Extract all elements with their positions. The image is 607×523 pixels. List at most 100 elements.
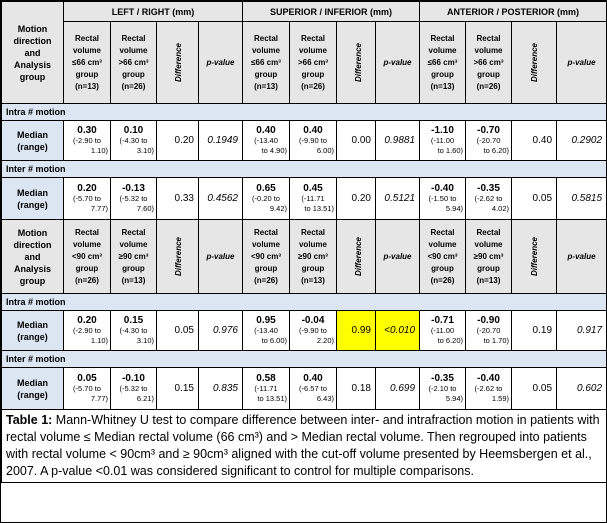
difference-header: Difference [336,21,376,104]
subheader-text: volume [428,45,457,55]
subheader-text: (n=13) [476,275,501,285]
subheader-text: volume [72,45,101,55]
value-cell: -0.13 (-5.32 to 7.60) [110,177,157,220]
range-value: 7.77) [90,393,108,403]
subheader-le66: Rectal volume ≤66 cm³ group (n=13) [419,21,467,104]
difference-value: 0.33 [156,177,199,220]
difference-text: Difference [173,43,183,82]
value-cell: -0.40 (-2.62 to 1.59) [465,367,513,410]
difference-value: 0.00 [336,120,376,161]
subheader-text: (n=26) [430,275,455,285]
value-cell: -0.90 (-20.70 to 1.70) [465,310,513,351]
range-value: 6.21) [136,393,154,403]
difference-header: Difference [156,219,199,294]
range-value: 7.60) [136,203,154,213]
range-value: to 6.20) [483,145,510,155]
difference-value: 0.20 [336,177,376,220]
superior-inferior-header: SUPERIOR / INFERIOR (mm) [241,1,421,22]
difference-value: 0.05 [511,177,558,220]
range-value: (-11.71 [301,193,325,203]
subheader-text: (n=13) [430,81,455,91]
subheader-text: ≥90 cm³ [298,251,328,261]
row-label: Median (range) [1,120,64,161]
value-cell: 0.20 (-5.70 to 7.77) [63,177,111,220]
range-value: 1.10) [90,145,108,155]
difference-text: Difference [529,43,539,82]
subheader-text: volume [474,45,503,55]
pvalue-value: 0.5815 [556,177,607,220]
header-text: direction [13,239,52,250]
range-value: (-13.40 [254,325,278,335]
results-table: Motion direction and Analysis group LEFT… [0,1,607,483]
header-text: group [19,275,46,286]
subheader-text: <90 cm³ [427,251,458,261]
row-label-text: Median [16,377,48,388]
subheader-text: volume [298,239,327,249]
range-value: 4.02) [491,203,510,213]
range-value: 5.94) [445,393,464,403]
pvalue-header: p-value [374,21,421,104]
difference-value: 0.15 [156,367,199,410]
subheader-text: group [122,69,145,79]
median-value: 0.15 [123,314,144,326]
table-row: Median (range) 0.30 (-2.90 to 1.10) 0.10 (-4… [1,120,607,161]
range-value: 1.10) [90,335,108,345]
median-value: 0.10 [123,124,144,136]
subheader-text: Rectal [476,33,501,43]
pvalue-header: p-value [556,219,607,294]
subheader-text: group [254,263,278,273]
difference-header: Difference [336,219,376,294]
range-value: (-5.70 to [73,383,101,393]
anterior-posterior-header: ANTERIOR / POSTERIOR (mm) [419,1,607,22]
subheader-gt66: Rectal volume >66 cm³ group (n=26) [289,21,337,104]
median-value: -0.71 [431,314,454,326]
range-value: (-20.70 [476,325,501,335]
difference-value: 0.18 [336,367,376,410]
range-value: to 13.51) [304,203,334,213]
header-row-2: Rectal volume ≤66 cm³ group (n=13) Rectal vol… [1,21,607,104]
subheader-text: (n=13) [121,275,146,285]
subheader-text: (n=26) [121,81,146,91]
subheader-text: Rectal [430,227,455,237]
subheader-text: ≥90 cm³ [473,251,504,261]
range-value: 2.20) [316,335,334,345]
difference-text: Difference [529,237,539,276]
pvalue-header: p-value [198,21,243,104]
subheader-text: <90 cm³ [250,251,282,261]
caption-label: Table 1: [6,413,53,427]
subheader-gt66: Rectal volume >66 cm³ group (n=26) [110,21,157,104]
range-value: to 13.51) [257,393,287,403]
motion-direction-header: Motion direction and Analysis group [1,219,64,294]
median-value: 0.40 [303,372,323,384]
range-value: 7.77) [90,203,108,213]
pvalue-value: 0.602 [556,367,607,410]
subheader-text: Rectal [121,227,146,237]
median-value: -0.35 [431,372,454,384]
pvalue-value: 0.9881 [374,120,421,161]
range-value: 6.43) [316,393,334,403]
subheader-text: volume [72,239,101,249]
range-value: (-9.90 to [299,325,327,335]
subheader-text: ≥90 cm³ [118,251,149,261]
value-cell: -0.10 (-5.32 to 6.21) [110,367,157,410]
subheader-text: volume [119,239,148,249]
median-value: 0.30 [77,124,97,136]
value-cell: -0.35 (-2.10 to 5.94) [419,367,467,410]
subheader-text: group [477,69,500,79]
value-cell: 0.15 (-4.30 to 3.10) [110,310,157,351]
subheader-text: ≤66 cm³ [72,57,102,67]
difference-value: 0.19 [511,310,558,351]
range-value: 6.00) [316,145,334,155]
range-value: to 1.70) [483,335,510,345]
subheader-text: ≤66 cm³ [251,57,281,67]
pvalue-value: 0.835 [198,367,243,410]
subheader-text: group [431,263,454,273]
range-value: (-6.57 to [299,383,327,393]
median-value: 0.45 [303,182,323,194]
row-label: Median (range) [1,367,64,410]
range-value: 3.10) [136,335,154,345]
median-value: -0.13 [122,182,145,194]
subheader-text: Rectal [300,227,325,237]
header-text: Analysis [13,59,52,70]
